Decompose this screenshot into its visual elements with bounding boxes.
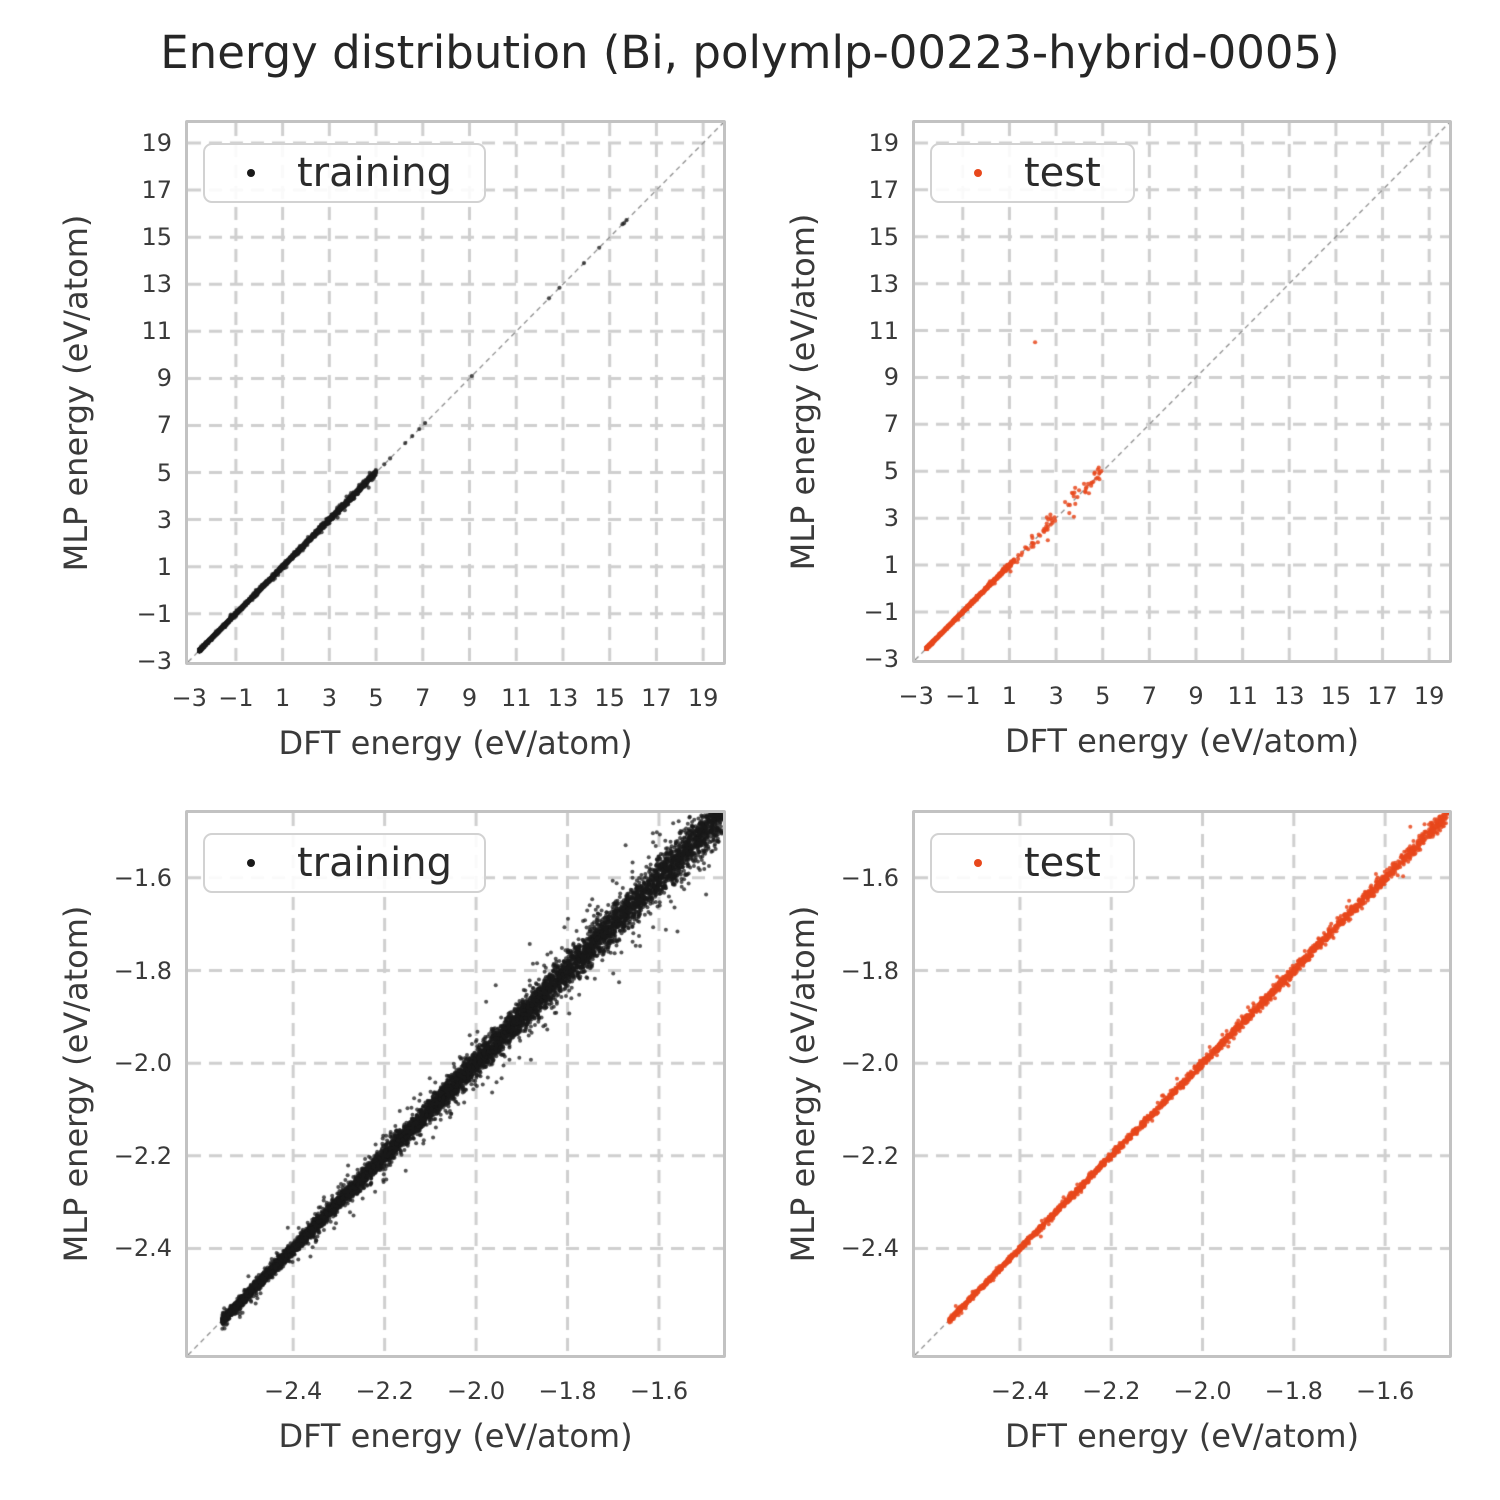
x-tick-label: −1.6: [629, 1377, 689, 1405]
x-axis-label: DFT energy (eV/atom): [1004, 722, 1360, 760]
x-tick-label: 3: [321, 684, 337, 712]
scatter-dot-icon: [247, 859, 255, 867]
y-tick-label: −3: [136, 646, 172, 675]
scatter-dot-icon: [974, 169, 982, 177]
x-tick-label: −1: [945, 682, 981, 710]
y-tick-label: −2.4: [840, 1234, 899, 1263]
legend-label: test: [1024, 150, 1101, 196]
x-axis-label: DFT energy (eV/atom): [278, 1417, 633, 1455]
y-tick-label: 17: [868, 175, 899, 204]
x-tick-label: 9: [461, 684, 478, 712]
y-tick-label: 17: [141, 176, 172, 205]
x-tick-label: −1: [218, 684, 254, 712]
y-tick-label: 11: [868, 316, 899, 345]
legend-label: test: [1024, 840, 1101, 886]
y-tick-label: 19: [868, 128, 899, 157]
plot-area: test: [912, 810, 1452, 1358]
legend: test: [930, 143, 1135, 203]
x-tick-label: −1.6: [1355, 1377, 1415, 1405]
y-tick-label: −1: [863, 597, 899, 626]
y-tick-label: −2.2: [840, 1141, 899, 1170]
legend-marker: [205, 169, 297, 177]
legend-label: training: [297, 840, 452, 886]
x-tick-label: 15: [1320, 682, 1352, 710]
x-tick-label: 17: [641, 684, 672, 712]
x-tick-label: −2.0: [446, 1377, 506, 1405]
x-tick-label: −3: [898, 682, 934, 710]
x-tick-label: 1: [1001, 682, 1018, 710]
x-tick-label: 11: [500, 684, 532, 712]
y-tick-label: 3: [156, 505, 172, 534]
x-tick-label: −2.4: [990, 1377, 1050, 1405]
legend-marker: [205, 859, 297, 867]
x-tick-label: 13: [1273, 682, 1305, 710]
y-tick-label: −1.6: [840, 863, 899, 892]
plot-area: training: [185, 810, 726, 1358]
x-tick-label: 7: [415, 684, 431, 712]
y-tick-label: 11: [141, 317, 172, 346]
x-tick-label: 3: [1048, 682, 1064, 710]
x-tick-label: 1: [274, 684, 291, 712]
y-tick-label: −2.4: [113, 1234, 172, 1263]
x-tick-label: 7: [1141, 682, 1157, 710]
y-tick-label: 13: [868, 269, 899, 298]
y-tick-label: 7: [883, 410, 899, 439]
y-tick-label: 15: [141, 223, 172, 252]
x-tick-label: −2.2: [1082, 1377, 1141, 1405]
scatter-canvas-test-zoom: [915, 813, 1449, 1355]
scatter-dot-icon: [247, 169, 255, 177]
figure-title: Energy distribution (Bi, polymlp-00223-h…: [160, 26, 1340, 79]
y-tick-label: −2.0: [840, 1049, 899, 1078]
y-tick-label: 5: [156, 458, 172, 487]
scatter-canvas-test-full: [915, 123, 1449, 660]
x-tick-label: −3: [171, 684, 207, 712]
x-tick-label: 5: [1095, 682, 1111, 710]
x-tick-label: −1.8: [538, 1377, 597, 1405]
y-tick-label: −2.2: [113, 1141, 172, 1170]
plot-area: test: [912, 120, 1452, 663]
y-tick-label: −1: [136, 599, 172, 628]
y-tick-label: −3: [863, 644, 899, 673]
y-tick-label: −1.8: [840, 956, 899, 985]
y-tick-label: 7: [156, 411, 172, 440]
x-tick-label: 19: [1413, 682, 1445, 710]
y-tick-label: 9: [883, 363, 899, 392]
x-tick-label: −2.4: [264, 1377, 323, 1405]
x-tick-label: −2.0: [1173, 1377, 1232, 1405]
scatter-canvas-training-full: [188, 123, 723, 662]
y-tick-label: −2.0: [113, 1049, 172, 1078]
legend-label: training: [297, 150, 452, 196]
legend: test: [930, 833, 1135, 893]
x-tick-label: −1.8: [1264, 1377, 1323, 1405]
x-tick-label: −2.2: [355, 1377, 414, 1405]
x-tick-label: 9: [1188, 682, 1204, 710]
legend-marker: [932, 169, 1024, 177]
scatter-canvas-training-zoom: [188, 813, 723, 1355]
x-tick-label: 15: [594, 684, 625, 712]
legend: training: [203, 143, 486, 203]
y-tick-label: 13: [141, 270, 172, 299]
x-tick-label: 13: [547, 684, 579, 712]
legend: training: [203, 833, 486, 893]
y-tick-label: 9: [156, 364, 172, 393]
y-tick-label: 5: [883, 457, 899, 486]
y-tick-label: 1: [883, 551, 899, 580]
x-axis-label: DFT energy (eV/atom): [278, 724, 633, 762]
scatter-dot-icon: [974, 859, 982, 867]
y-tick-label: 15: [868, 222, 899, 251]
x-tick-label: 5: [368, 684, 384, 712]
plot-area: training: [185, 120, 726, 665]
x-axis-label: DFT energy (eV/atom): [1004, 1417, 1360, 1455]
y-tick-label: −1.8: [113, 956, 172, 985]
y-tick-label: −1.6: [113, 863, 172, 892]
y-tick-label: 19: [141, 129, 172, 157]
y-tick-label: 3: [883, 504, 899, 533]
x-tick-label: 11: [1227, 682, 1258, 710]
x-tick-label: 19: [687, 684, 719, 712]
x-tick-label: 17: [1367, 682, 1398, 710]
legend-marker: [932, 859, 1024, 867]
y-tick-label: 1: [156, 552, 172, 581]
